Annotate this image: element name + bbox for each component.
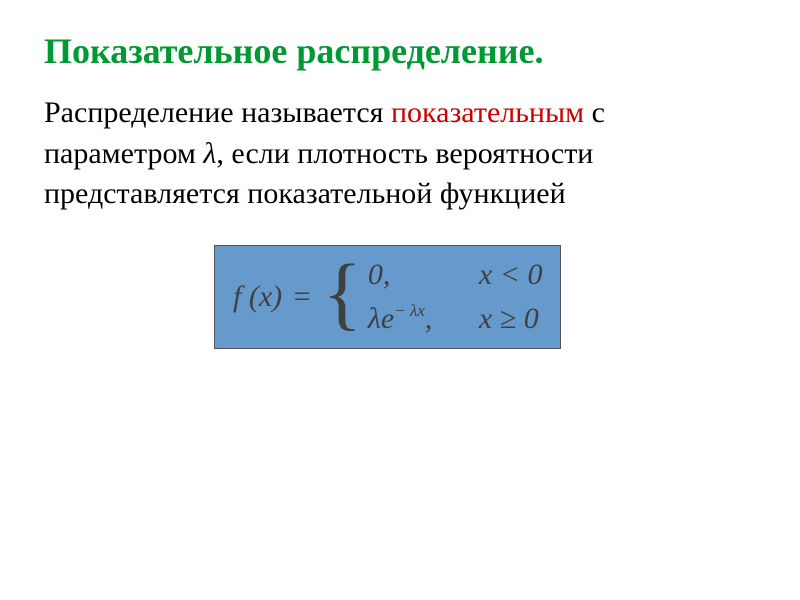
case2-base: λe [368,302,394,335]
formula: f (x) = { 0, x < 0 λe− λx, x ≥ 0 [233,258,542,336]
slide-body: Распределение называется показательным с… [44,93,756,215]
formula-lhs: f (x) = [233,280,315,314]
equals-sign: = [294,280,311,313]
case-row-1: 0, x < 0 [368,258,543,292]
case2-cond: x ≥ 0 [479,302,539,336]
body-highlight: показательным [391,96,584,129]
case2-expr: λe− λx, [368,302,473,336]
case2-comma: , [425,302,433,335]
slide-container: Показательное распределение. Распределен… [0,0,800,600]
fx-text: f (x) [233,280,282,313]
slide-title: Показательное распределение. [44,30,756,73]
case-row-2: λe− λx, x ≥ 0 [368,302,543,336]
lambda-symbol: λ [203,137,216,170]
body-prefix: Распределение называется [44,96,391,129]
case2-exponent: − λx [394,301,425,320]
cases-container: 0, x < 0 λe− λx, x ≥ 0 [368,258,543,336]
brace-icon: { [323,258,362,328]
case1-cond: x < 0 [479,258,543,292]
formula-box: f (x) = { 0, x < 0 λe− λx, x ≥ 0 [214,245,561,349]
case1-expr: 0, [368,258,473,292]
